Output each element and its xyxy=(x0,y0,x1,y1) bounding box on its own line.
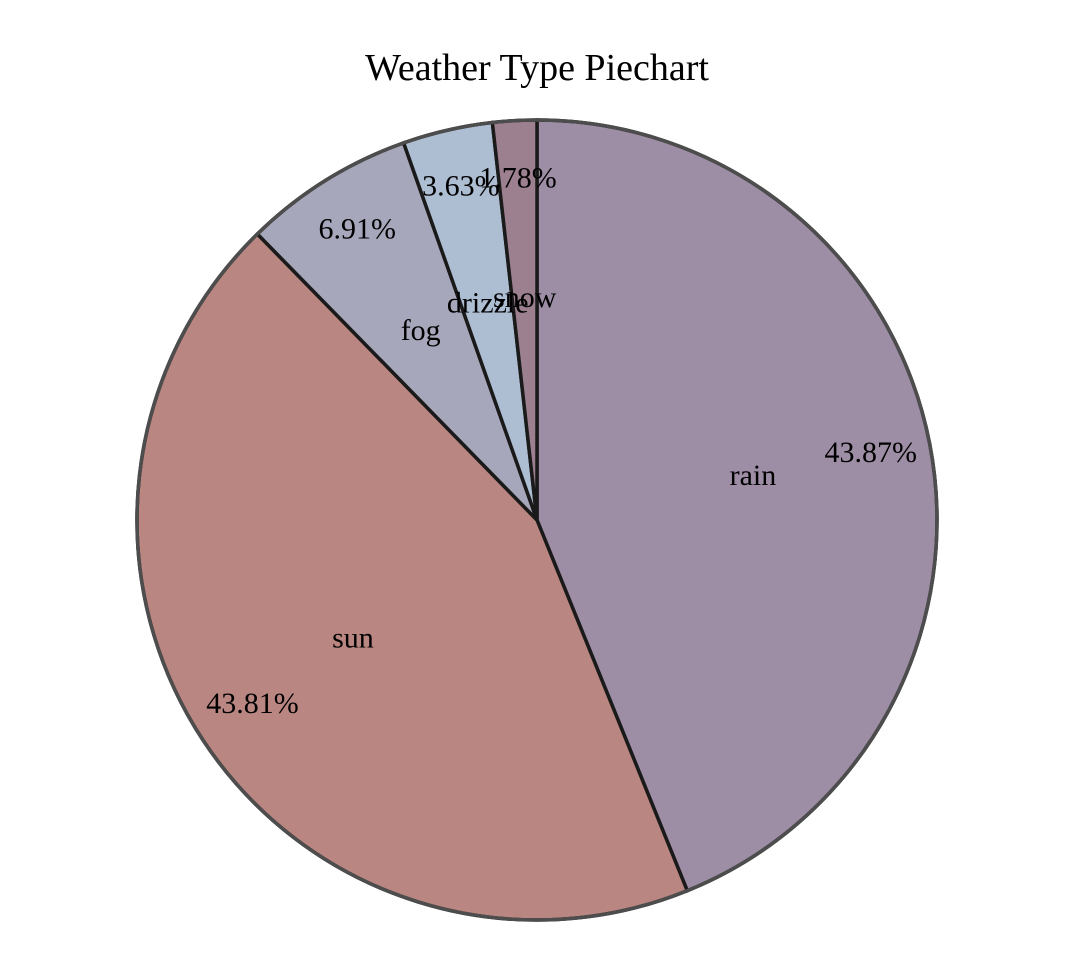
slice-percent-rain: 43.87% xyxy=(824,436,917,469)
slice-percent-drizzle: 3.63% xyxy=(422,170,500,203)
slice-label-fog: fog xyxy=(401,314,441,347)
slice-label-drizzle: drizzle xyxy=(447,286,529,319)
slice-label-rain: rain xyxy=(730,459,777,492)
pie-outline xyxy=(135,118,939,922)
pie-slices xyxy=(135,118,939,922)
slice-percent-sun: 43.81% xyxy=(206,687,299,720)
slice-label-sun: sun xyxy=(332,621,374,654)
chart-title: Weather Type Piechart xyxy=(365,47,709,89)
slice-percent-snow: 1.78% xyxy=(479,161,557,194)
pie-labels: rain 43.87% sun 43.81% fog 6.91% drizzle 3.63% s… xyxy=(206,161,917,720)
slice-label-snow: snow xyxy=(493,281,557,314)
slice-percent-fog: 6.91% xyxy=(319,212,397,245)
